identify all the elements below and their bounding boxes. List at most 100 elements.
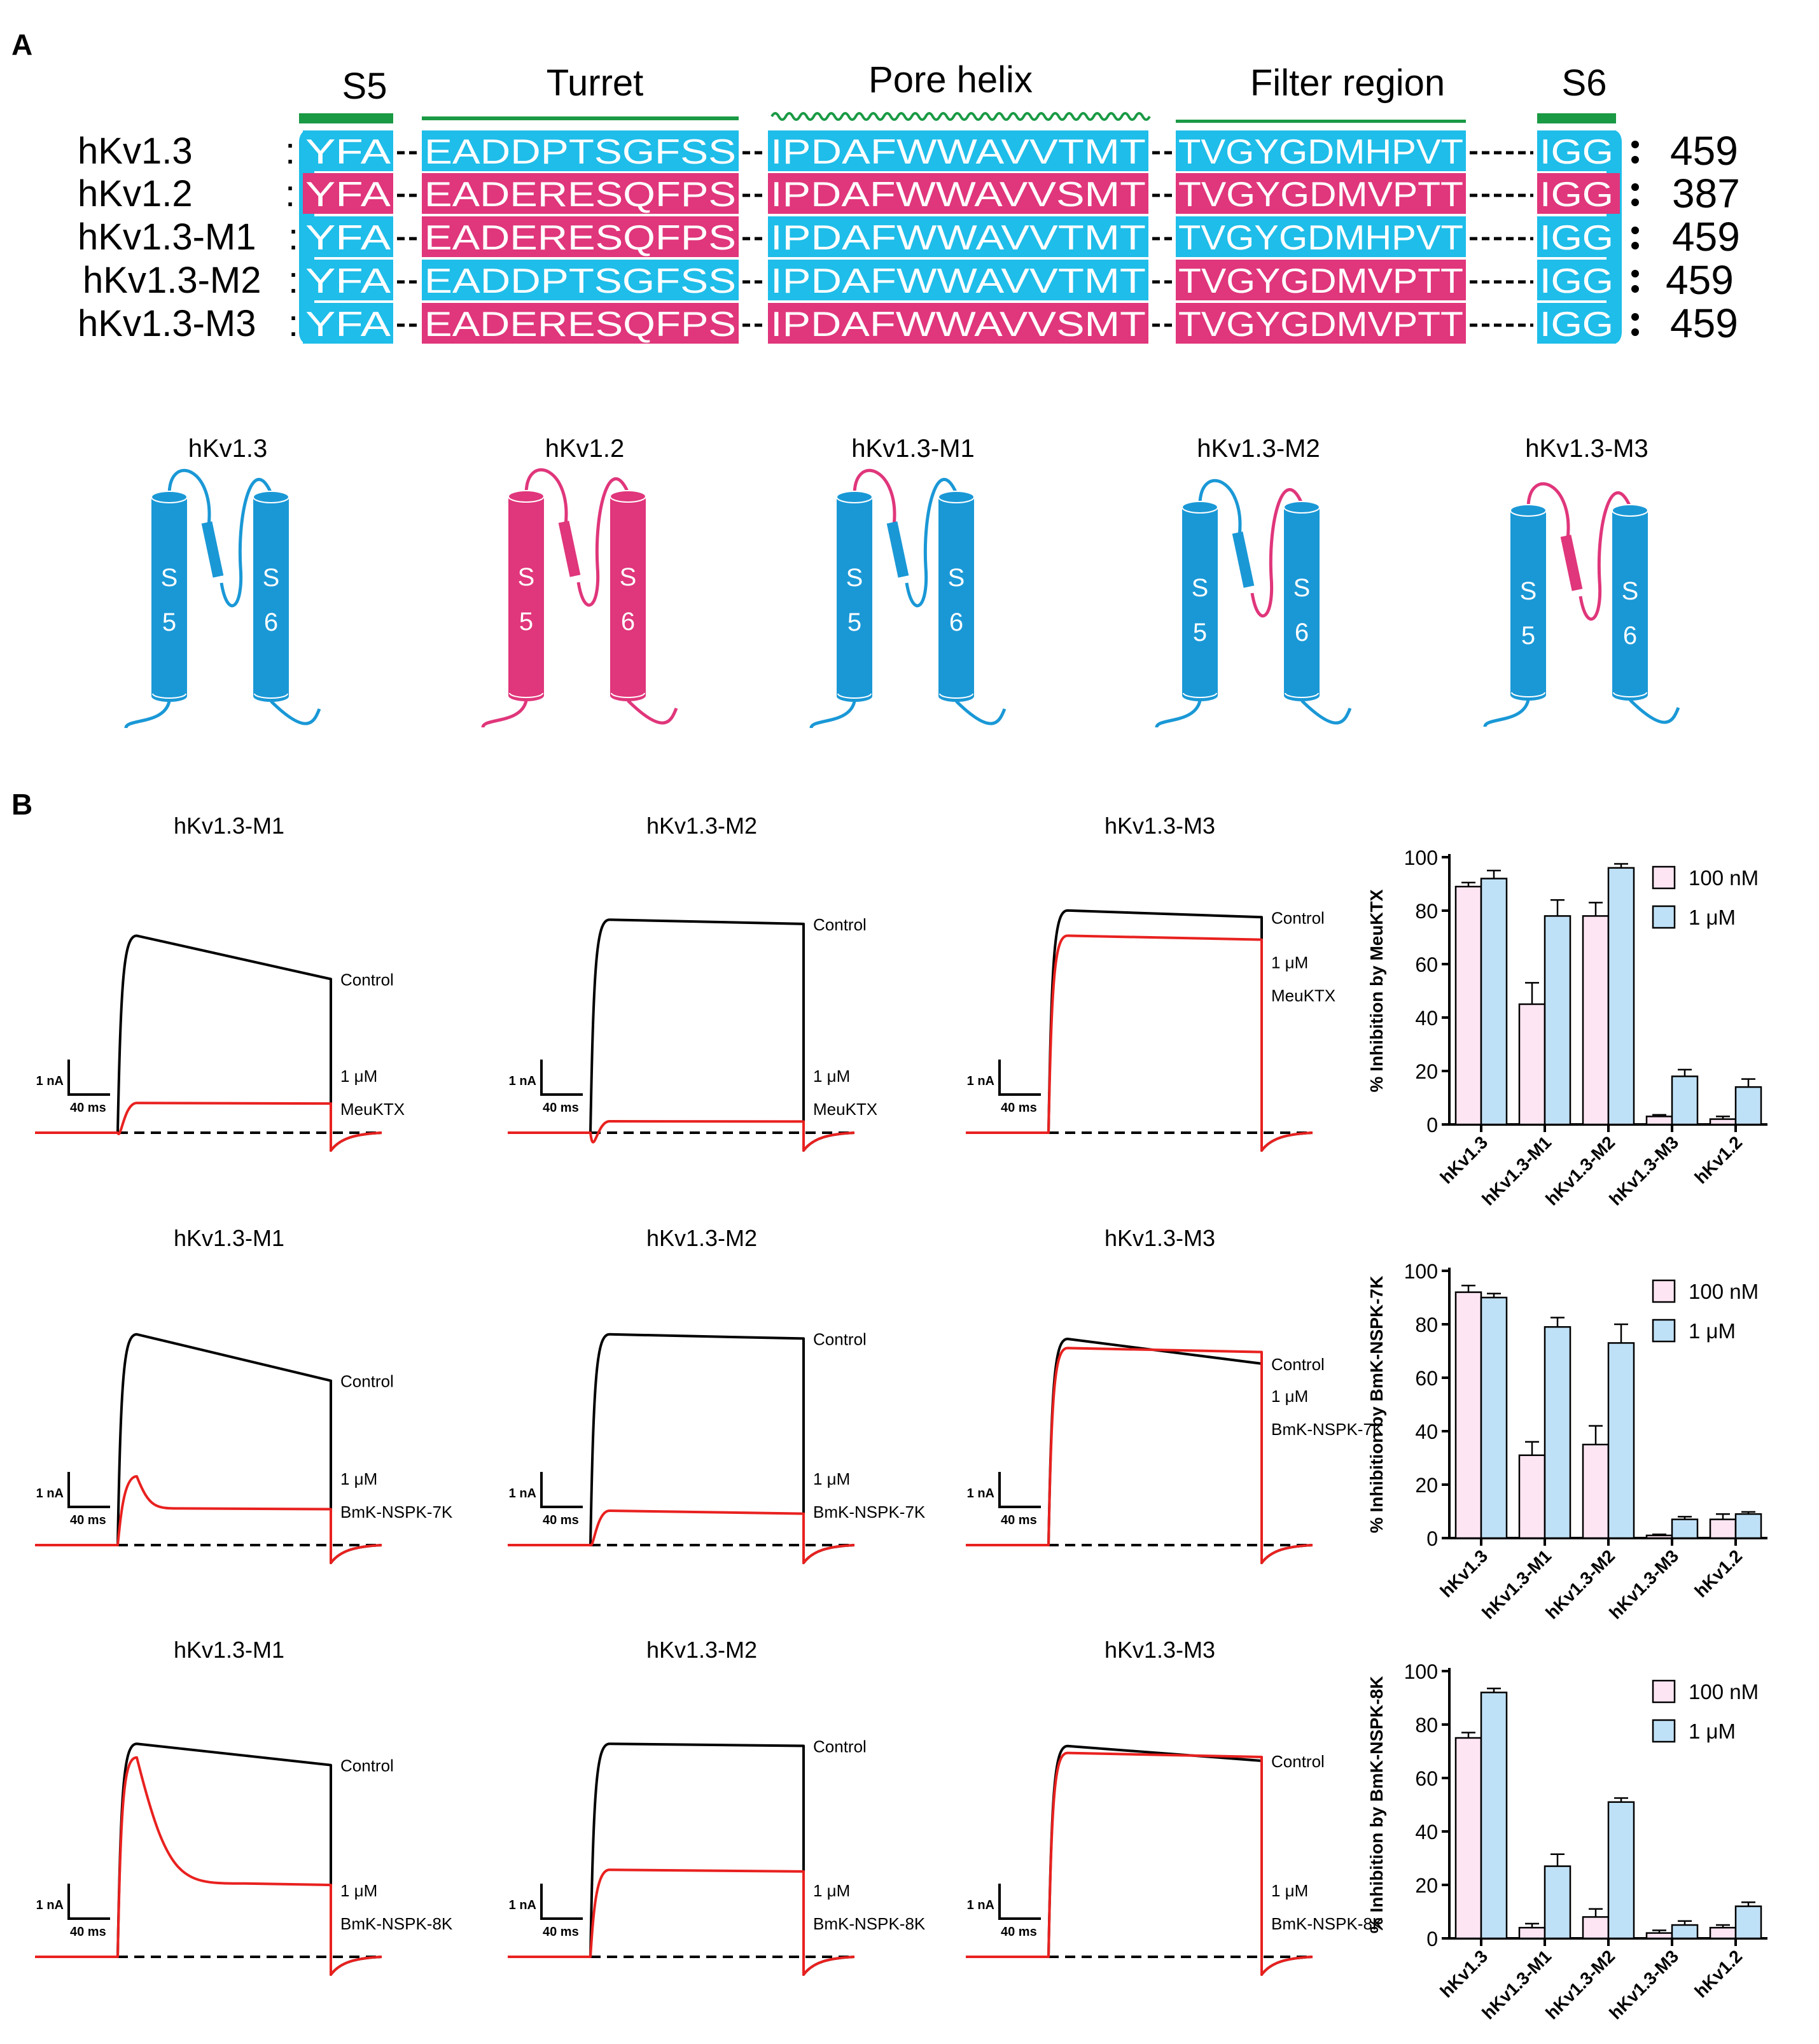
alignment-colon-dot bbox=[1631, 242, 1639, 249]
panel-a-label: A bbox=[11, 28, 32, 61]
alignment-row-name: hKv1.3-M1 bbox=[78, 216, 256, 258]
alignment-segment-bg bbox=[1537, 303, 1616, 344]
turret-loop bbox=[167, 468, 211, 526]
helix-letter: S bbox=[1520, 577, 1537, 605]
alignment-colon-dot bbox=[1631, 227, 1639, 234]
bar bbox=[1582, 1916, 1610, 1940]
scale-bar-time: 40 ms bbox=[543, 1513, 579, 1527]
helix-rim bbox=[837, 693, 872, 699]
helix-cylinder bbox=[253, 497, 289, 696]
alignment-segment-text: IGG bbox=[1540, 132, 1613, 171]
panel-b-label: B bbox=[11, 788, 32, 821]
c-tail bbox=[955, 700, 1007, 725]
legend-swatch bbox=[1652, 1279, 1676, 1303]
current-trace-panel: hKv1.3-M2 Control 1 μM BmK-NSPK-8K 1 nA 40 ms bbox=[508, 1637, 926, 1976]
inhibition-chart: 0 20 40 60 80 100 % Inhibition by BmK-NSPK-7K h… bbox=[1367, 1260, 1767, 1623]
control-label: Control bbox=[1271, 908, 1325, 927]
helix-letter: 5 bbox=[1521, 622, 1535, 650]
bar bbox=[1607, 1342, 1635, 1539]
toxin-conc-label: 1 μM bbox=[1271, 1387, 1308, 1406]
legend-label: 100 nM bbox=[1689, 1680, 1759, 1704]
trace-title: hKv1.3-M3 bbox=[1105, 813, 1215, 839]
alignment-segment-text: IGG bbox=[1540, 174, 1613, 214]
alignment-segment-text: EADERESQFPS bbox=[424, 304, 736, 344]
region-label-filter-region: Filter region bbox=[1250, 62, 1445, 104]
y-tick-label: 40 bbox=[1415, 1007, 1438, 1030]
alignment-colon-dot bbox=[1631, 141, 1639, 148]
alignment-segment-text: YFA bbox=[305, 261, 391, 300]
channel-cartoon: hKv1.3 S 5 S 6 bbox=[124, 435, 321, 729]
x-tick-label: hKv1.3-M3 bbox=[1605, 1946, 1682, 2023]
helix-letter: S bbox=[263, 564, 280, 592]
turret-loop bbox=[524, 468, 568, 526]
alignment-segment-text: YFA bbox=[305, 218, 391, 257]
y-tick-label: 20 bbox=[1415, 1874, 1438, 1897]
filter-loop bbox=[576, 477, 630, 607]
y-axis-label: % Inhibition by BmK-NSPK-8K bbox=[1367, 1676, 1386, 1933]
alignment-segment-text: YFA bbox=[305, 261, 391, 300]
legend-label: 100 nM bbox=[1689, 1280, 1759, 1303]
alignment-segment-bg bbox=[422, 130, 739, 171]
bar bbox=[1582, 1443, 1610, 1539]
alignment-row-separator: : bbox=[288, 216, 298, 258]
toxin-conc-label: 1 μM bbox=[340, 1067, 377, 1086]
helix-cap-top bbox=[1181, 501, 1218, 514]
alignment-segment-text: TVGYGDMVPTT bbox=[1178, 174, 1463, 214]
helix-cylinder bbox=[1284, 507, 1320, 696]
toxin-trace bbox=[966, 934, 1313, 1152]
current-trace-panel: hKv1.3-M3 Control 1 μM BmK-NSPK-8K 1 nA 40 ms bbox=[966, 1637, 1384, 1976]
turret-loop bbox=[853, 468, 896, 526]
toxin-trace bbox=[966, 1347, 1313, 1564]
helix-cap-top bbox=[938, 491, 975, 503]
trace-title: hKv1.3-M2 bbox=[646, 1225, 757, 1251]
y-tick-label: 20 bbox=[1415, 1060, 1438, 1083]
legend-label: 100 nM bbox=[1689, 866, 1759, 890]
scale-bar-time: 40 ms bbox=[1001, 1101, 1037, 1115]
scale-bar-time: 40 ms bbox=[543, 1925, 579, 1939]
s5-bar bbox=[299, 113, 393, 123]
scale-bar bbox=[998, 1472, 1041, 1508]
bar bbox=[1645, 1534, 1673, 1539]
n-tail bbox=[481, 700, 528, 728]
channel-cartoon: hKv1.3-M2 S 5 S 6 bbox=[1155, 435, 1352, 728]
sequence-alignment: hKv1.3: YFA EADDPTSGFSS IPDAFWWAVVTMT TVGYGD… bbox=[78, 128, 1740, 346]
y-tick-label: 80 bbox=[1415, 900, 1438, 923]
alignment-segment-bg bbox=[303, 130, 393, 171]
n-tail bbox=[124, 701, 171, 729]
scale-bar bbox=[67, 1472, 110, 1508]
scale-bar-current: 1 nA bbox=[509, 1487, 536, 1501]
turret-loop bbox=[1526, 482, 1570, 540]
toxin-name-label: MeuKTX bbox=[340, 1100, 405, 1119]
alignment-segment-text: IPDAFWWAVVTMT bbox=[770, 261, 1146, 300]
toxin-trace bbox=[508, 1509, 855, 1564]
alignment-segment-bg bbox=[422, 303, 739, 344]
control-label: Control bbox=[1271, 1355, 1325, 1374]
alignment-segment-bg bbox=[1176, 173, 1466, 214]
toxin-name-label: BmK-NSPK-7K bbox=[1271, 1420, 1384, 1439]
helix-letter: S bbox=[518, 563, 535, 591]
region-label-pore-helix: Pore helix bbox=[868, 59, 1033, 101]
scale-bar bbox=[67, 1060, 110, 1096]
trace-title: hKv1.3-M1 bbox=[174, 813, 284, 839]
bar bbox=[1607, 1801, 1635, 1940]
bar bbox=[1480, 878, 1508, 1126]
alignment-row-length: 459 bbox=[1670, 128, 1738, 174]
y-tick-label: 20 bbox=[1415, 1474, 1438, 1497]
helix-letter: S bbox=[1622, 577, 1639, 605]
helix-cap-top bbox=[1283, 501, 1320, 514]
alignment-segment-text: YFA bbox=[305, 132, 391, 171]
alignment-row-length: 459 bbox=[1666, 257, 1734, 303]
toxin-conc-label: 1 μM bbox=[1271, 1881, 1308, 1900]
bar bbox=[1671, 1924, 1699, 1940]
alignment-segment-bg bbox=[768, 216, 1148, 257]
toxin-conc-label: 1 μM bbox=[813, 1881, 850, 1900]
pore-helix bbox=[1232, 531, 1255, 588]
filter-loop bbox=[1579, 491, 1632, 621]
helix-cap-top bbox=[253, 491, 289, 503]
alignment-segment-text: IGG bbox=[1540, 261, 1613, 300]
toxin-name-label: MeuKTX bbox=[1271, 986, 1335, 1005]
y-tick-label: 0 bbox=[1426, 1928, 1438, 1950]
alignment-row-name: hKv1.3-M2 bbox=[83, 260, 261, 301]
inhibition-chart: 0 20 40 60 80 100 % Inhibition by BmK-NSPK-8K h… bbox=[1367, 1660, 1767, 2023]
